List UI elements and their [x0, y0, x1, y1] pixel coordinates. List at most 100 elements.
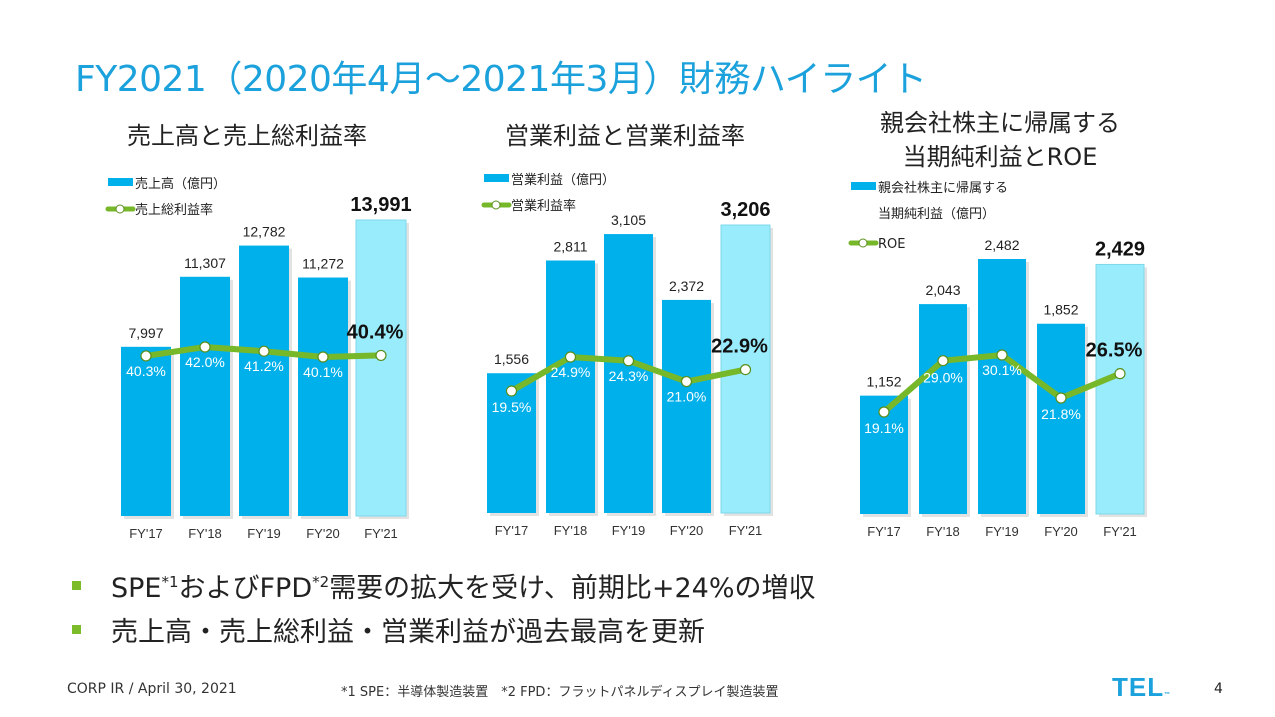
bar-value-label: 3,206 [720, 199, 770, 221]
x-tick-label: FY'17 [867, 524, 901, 539]
bar-FY'20 [298, 277, 348, 516]
legend-line-marker [858, 238, 868, 248]
x-tick-label: FY'20 [1044, 524, 1078, 539]
legend-bar-label: 営業利益（億円） [511, 172, 615, 188]
x-tick-label: FY'18 [926, 524, 960, 539]
ratio-point [1114, 368, 1126, 380]
ratio-value-label: 40.4% [347, 321, 404, 343]
bar-FY'19 [604, 234, 653, 513]
ratio-value-label: 22.9% [711, 336, 768, 358]
legend-line-label: 営業利益率 [511, 198, 576, 214]
ratio-value-label: 41.2% [244, 358, 284, 374]
ratio-point [996, 349, 1008, 361]
bar-value-label: 2,429 [1095, 238, 1145, 260]
legend-bar-label: 売上高（億円） [135, 176, 226, 192]
bullet-text-part: およびFPD [178, 572, 313, 604]
bar-FY'18 [546, 260, 595, 513]
ratio-point [375, 349, 387, 362]
bar-FY'20 [662, 299, 711, 513]
chart-3-title: 親会社株主に帰属する 当期純利益とROE [880, 106, 1120, 174]
bullet-text: 売上高・売上総利益・営業利益が過去最高を更新 [111, 616, 705, 648]
x-tick-label: FY'18 [554, 523, 588, 538]
x-tick-label: FY'17 [495, 523, 529, 538]
trademark-mark: ™ [1164, 692, 1172, 698]
ratio-value-label: 24.9% [551, 364, 591, 380]
bar-FY'21 [355, 219, 407, 517]
x-tick-label: FY'19 [247, 526, 281, 541]
ratio-point [937, 355, 949, 367]
chart-3-title-line-1: 親会社株主に帰属する [880, 109, 1120, 137]
bar-value-label: 1,852 [1043, 302, 1078, 318]
ratio-point [680, 375, 693, 388]
bar-value-label: 1,152 [866, 374, 901, 390]
legend-bar-swatch [108, 178, 133, 186]
ratio-point [622, 355, 635, 367]
bar-FY'18 [180, 276, 230, 516]
ratio-value-label: 40.1% [303, 364, 343, 380]
legend-bar-label: 親会社株主に帰属する [878, 180, 1008, 196]
bar-FY'19 [239, 245, 289, 516]
ratio-value-label: 19.5% [492, 399, 532, 415]
footnote: *1 SPE：半導体製造装置 *2 FPD：フラットパネルディスプレイ製造装置 [341, 685, 779, 700]
chart-1-title: 売上高と売上総利益率 [127, 122, 367, 150]
ratio-value-label: 19.1% [864, 420, 904, 436]
bullet-item: 売上高・売上総利益・営業利益が過去最高を更新 [72, 607, 815, 651]
bar-FY'18 [919, 304, 967, 514]
bullet-square-icon [72, 624, 81, 634]
legend-bar-swatch [484, 174, 509, 182]
x-tick-label: FY'21 [364, 526, 398, 541]
bar-FY'17 [121, 346, 171, 516]
legend-bar-label-line-2: 当期純利益（億円） [878, 206, 995, 222]
bar-value-label: 11,307 [184, 255, 226, 271]
ratio-value-label: 26.5% [1086, 340, 1143, 362]
page-number: 4 [1214, 681, 1223, 697]
x-tick-label: FY'18 [188, 526, 222, 541]
bar-FY'20 [1037, 323, 1085, 514]
ratio-value-label: 40.3% [126, 363, 166, 379]
chart-2-title: 営業利益と営業利益率 [505, 122, 745, 150]
x-tick-label: FY'17 [129, 526, 163, 541]
bullet-text-part: SPE [111, 572, 162, 604]
legend-bar-swatch [851, 182, 876, 190]
ratio-value-label: 29.0% [923, 370, 963, 386]
legend-line-label: 売上総利益率 [135, 202, 213, 218]
x-tick-label: FY'21 [1103, 524, 1137, 539]
ratio-value-label: 24.3% [609, 368, 649, 384]
bullet-text: SPE*1およびFPD*2需要の拡大を受け、前期比+24%の増収 [111, 566, 815, 605]
footnote-ref: *2 [312, 572, 330, 591]
bar-FY'19 [978, 259, 1026, 514]
ratio-value-label: 42.0% [185, 354, 225, 370]
tel-logo: TEL™ [1112, 672, 1171, 703]
slide-title: FY2021（2020年4月～2021年3月）財務ハイライト [75, 59, 927, 100]
ratio-point [317, 351, 329, 363]
ratio-point [258, 345, 270, 357]
x-tick-label: FY'20 [670, 523, 704, 538]
legend-line-marker [115, 204, 125, 214]
footnote-ref: *1 [161, 572, 179, 591]
bar-value-label: 1,556 [494, 351, 529, 367]
bullet-text-part: 需要の拡大を受け、前期比+24%の増収 [329, 572, 816, 604]
legend-line-marker [491, 200, 501, 210]
bar-value-label: 13,991 [350, 194, 411, 216]
ratio-point [140, 350, 152, 362]
bar-FY'21 [1095, 263, 1145, 515]
ratio-point [505, 385, 518, 397]
bar-value-label: 7,997 [128, 325, 163, 341]
ratio-value-label: 21.0% [667, 389, 707, 405]
bar-value-label: 3,105 [611, 212, 646, 228]
ratio-point [878, 406, 890, 418]
logo-text: TEL [1112, 672, 1165, 702]
ratio-value-label: 21.8% [1041, 406, 1081, 422]
bar-value-label: 2,811 [554, 238, 588, 254]
bullet-list: SPE*1およびFPD*2需要の拡大を受け、前期比+24%の増収 売上高・売上総… [72, 563, 815, 651]
ratio-point [199, 341, 211, 353]
x-tick-label: FY'19 [985, 524, 1019, 539]
ratio-point [564, 351, 577, 363]
x-tick-label: FY'21 [729, 523, 763, 538]
bar-value-label: 2,043 [925, 282, 960, 298]
ratio-point [1055, 392, 1067, 404]
ratio-point [739, 363, 752, 376]
legend-line-label: ROE [878, 237, 905, 252]
bar-value-label: 11,272 [302, 256, 344, 272]
